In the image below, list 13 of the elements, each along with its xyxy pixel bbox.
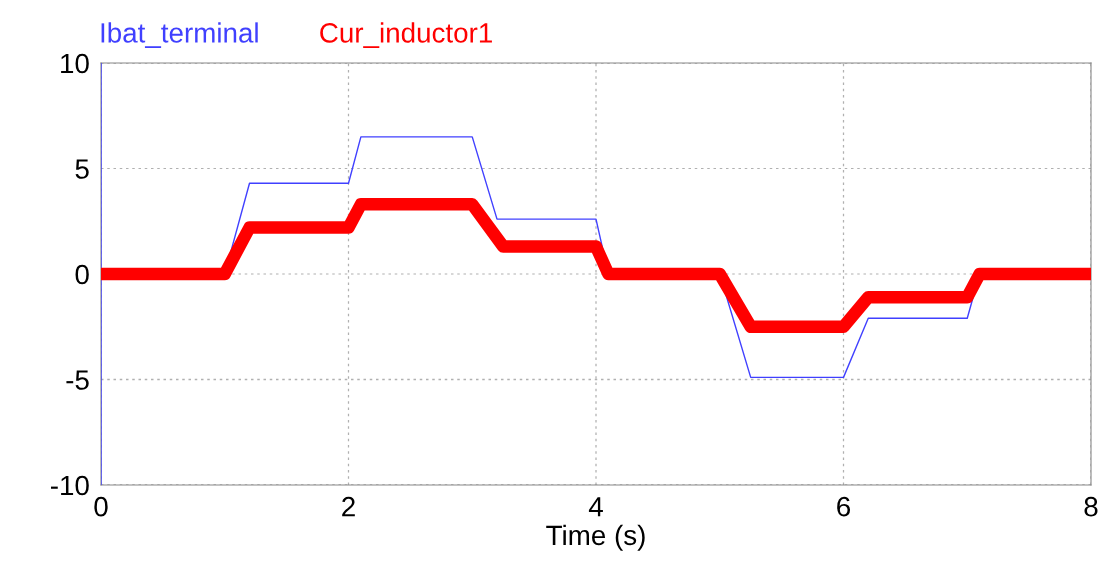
series-label: Ibat_terminal: [101, 22, 258, 48]
x-tick-label: 0: [94, 496, 108, 517]
y-tick-label: 5: [75, 159, 89, 179]
y-tick-label: 10: [61, 53, 89, 74]
x-tick-label: 8: [1084, 496, 1098, 517]
text: Cur_inductor1: [320, 22, 492, 48]
y-tick-label: -10: [50, 475, 89, 496]
x-tick-label: 2: [342, 496, 355, 517]
y-tick-label: -5: [66, 370, 89, 390]
x-axis-title: Time (s): [546, 524, 645, 551]
y-tick-label: 0: [75, 264, 89, 285]
x-tick-label: 4: [588, 497, 603, 517]
x-tick-label: 6: [837, 496, 850, 517]
